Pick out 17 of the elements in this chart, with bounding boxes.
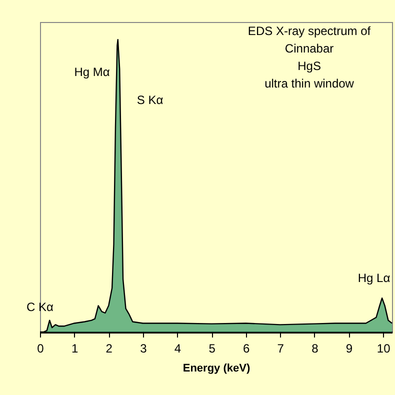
x-tick-label: 3 bbox=[140, 342, 148, 356]
x-tick-label: 8 bbox=[312, 342, 319, 356]
x-tick-label: 5 bbox=[208, 342, 216, 356]
text: EDS X-ray spectrum of Cinnabar HgS ultra thin window bbox=[248, 24, 372, 90]
x-tick-label: 6 bbox=[243, 342, 250, 356]
x-tick-label: 10 bbox=[376, 342, 391, 356]
annotation: S Kα bbox=[136, 93, 164, 107]
x-tick-label: 7 bbox=[277, 342, 284, 356]
annotation: Hg Mα bbox=[74, 65, 110, 79]
x-axis-title: Energy (keV) bbox=[182, 362, 250, 374]
annotation: C Kα bbox=[26, 300, 54, 314]
x-tick-label: 0 bbox=[37, 342, 44, 356]
x-tick-label: 4 bbox=[174, 342, 182, 356]
x-tick-label: 2 bbox=[106, 342, 113, 356]
x-tick-label: 1 bbox=[71, 342, 78, 356]
annotation: Hg Lα bbox=[358, 271, 390, 285]
x-tick-label: 9 bbox=[346, 342, 353, 356]
